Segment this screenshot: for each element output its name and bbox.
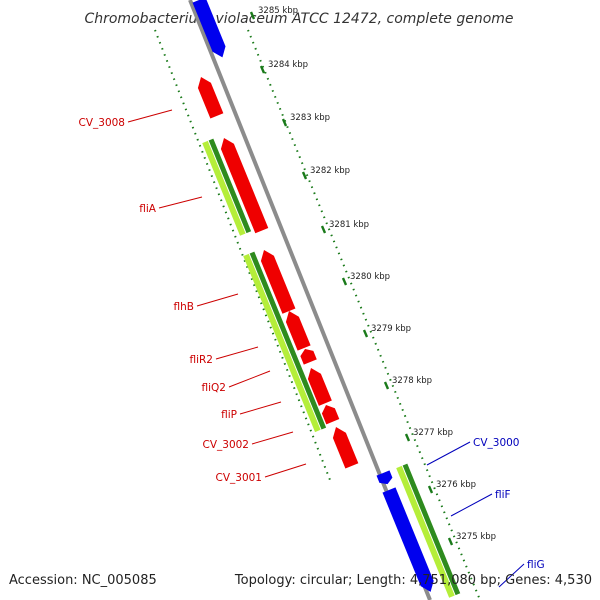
scale-tick-label: 3275 kbp [456, 532, 496, 542]
gene-label-leader [196, 293, 239, 307]
scale-tick-label: 3278 kbp [392, 376, 432, 386]
scale-tick-mark [383, 381, 390, 390]
gene-label-flig[interactable]: fliG [527, 559, 545, 571]
cds-features [192, 0, 434, 592]
gene-label-flif[interactable]: fliF [495, 489, 511, 501]
scale-tick-mark [320, 225, 327, 234]
gene-label-fliq2[interactable]: fliQ2 [202, 382, 226, 394]
gene-label-leader [498, 563, 525, 588]
scale-tick-label: 3280 kbp [350, 272, 390, 282]
accession-text: Accession: NC_005085 [9, 573, 157, 588]
scale-tick-label: 3279 kbp [371, 324, 411, 334]
scale-tick-mark [301, 171, 308, 180]
gene-label-flip[interactable]: fliP [221, 409, 237, 421]
gene-label-leader [127, 109, 173, 123]
scale-tick-label: 3284 kbp [268, 60, 308, 70]
scale-tick-mark [281, 118, 288, 127]
gc-band-dark [249, 251, 327, 430]
gene-label-leader [450, 493, 493, 517]
gene-label-flir2[interactable]: fliR2 [189, 354, 213, 366]
gene-label-leader [228, 370, 271, 388]
cds-flig[interactable] [382, 487, 434, 592]
gene-label-cv-3001[interactable]: CV_3001 [216, 472, 263, 484]
scale-tick-label: 3276 kbp [436, 480, 476, 490]
gene-label-flhb[interactable]: flhB [174, 301, 194, 313]
topology-text: Topology: circular; Length: 4,751,080 bp… [234, 573, 592, 588]
cds-flia[interactable] [220, 138, 269, 234]
gene-label-cv-3000[interactable]: CV_3000 [473, 437, 520, 449]
inner-dotted-track [247, 29, 481, 600]
gene-label-leader [251, 431, 294, 445]
map-title: Chromobacterium violaceum ATCC 12472, co… [84, 11, 513, 27]
scale-tick-mark [447, 537, 454, 546]
scale-tick-label: 3283 kbp [290, 113, 330, 123]
scale-tick-mark [404, 433, 411, 442]
cds-flip[interactable] [307, 368, 332, 406]
scale-tick-label: 3277 kbp [413, 428, 453, 438]
scale-tick-label: 3281 kbp [329, 220, 369, 230]
cds-flir2[interactable] [285, 311, 311, 351]
scale-tick-label: 3285 kbp [258, 6, 298, 16]
gene-label-leader [158, 196, 203, 209]
gene-label-cv-3008[interactable]: CV_3008 [79, 117, 126, 129]
cds-cv-3008[interactable] [197, 77, 224, 119]
gene-label-leader [239, 401, 282, 415]
gene-label-leader [264, 463, 307, 478]
gc-band-light [396, 465, 455, 598]
cds-flhb[interactable] [260, 250, 296, 314]
gene-label-flia[interactable]: fliA [139, 203, 157, 215]
gc-band-light [243, 253, 321, 433]
cds-cv-3002[interactable] [321, 405, 340, 425]
scale-tick-mark [341, 277, 348, 286]
cds-flif[interactable] [376, 470, 393, 485]
cds-cv-3000[interactable] [192, 0, 226, 58]
cds-cv-3001[interactable] [332, 427, 359, 469]
gene-labels: CV_3008 fliA flhB fliR2 fliQ2 fliP CV_3002 CV_3… [79, 109, 545, 588]
scale-tick-mark [259, 65, 266, 74]
gc-band-dark [402, 463, 461, 596]
cds-fliq2[interactable] [300, 349, 317, 365]
gc-content-track [202, 138, 461, 598]
outer-dotted-track [154, 29, 331, 481]
scale-tick-mark [362, 329, 369, 338]
scale-tick-label: 3282 kbp [310, 166, 350, 176]
gc-band-dark [208, 138, 252, 234]
gene-label-cv-3002[interactable]: CV_3002 [203, 439, 250, 451]
gene-label-leader [426, 441, 471, 466]
gc-band-light [202, 140, 246, 236]
scale-tick-mark [249, 11, 256, 20]
scale-ticks: 3285 kbp 3284 kbp 3283 kbp 3282 kbp 3281 kbp… [249, 6, 496, 546]
gene-label-leader [215, 346, 259, 360]
scale-tick-mark [427, 485, 434, 494]
